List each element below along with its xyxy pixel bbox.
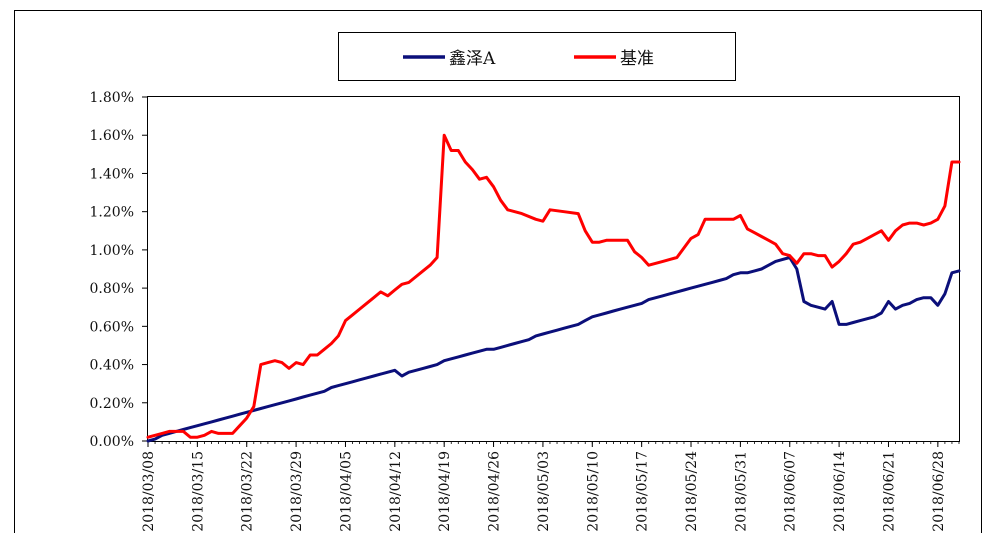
x-tick-label: 2018/06/14	[832, 451, 848, 532]
x-tick-label: 2018/05/31	[733, 451, 749, 532]
series-line-benchmark	[146, 133, 961, 439]
y-tick-label: 0.60%	[90, 319, 134, 335]
x-tick-label: 2018/03/29	[289, 451, 305, 532]
legend-box	[338, 32, 736, 81]
x-tick-label: 2018/03/15	[190, 451, 206, 532]
series-layer	[146, 133, 961, 443]
y-tick-label: 0.80%	[90, 281, 134, 297]
legend: 鑫泽A 基准	[338, 32, 736, 81]
y-tick-label: 1.60%	[90, 128, 134, 144]
series-line-xinze-a	[146, 256, 961, 443]
x-tick-label: 2018/05/10	[585, 451, 601, 532]
x-axis: 2018/03/08 2018/03/15 2018/03/22 2018/03/29…	[141, 441, 960, 532]
legend-label-benchmark: 基准	[620, 49, 654, 69]
y-tick-label: 1.80%	[90, 90, 134, 106]
y-tick-label: 0.40%	[90, 358, 134, 374]
y-tick-label: 1.00%	[90, 243, 134, 259]
y-tick-label: 0.00%	[90, 434, 134, 450]
x-tick-label: 2018/03/08	[141, 451, 157, 532]
y-axis: 0.00% 0.20% 0.40% 0.60% 0.80% 1.00% 1.20% 1.40%…	[90, 90, 148, 450]
x-tick-label: 2018/04/05	[338, 451, 354, 532]
x-tick-label: 2018/03/22	[240, 451, 256, 532]
x-tick-label: 2018/06/07	[783, 451, 799, 532]
x-tick-label: 2018/06/21	[881, 451, 897, 532]
y-tick-label: 0.20%	[90, 396, 134, 412]
y-tick-label: 1.40%	[90, 166, 134, 182]
x-tick-label: 2018/04/26	[487, 451, 503, 532]
y-tick-label: 1.20%	[90, 205, 134, 221]
x-tick-label: 2018/06/28	[931, 451, 947, 532]
x-tick-label: 2018/04/19	[437, 451, 453, 532]
plot-area	[147, 96, 960, 442]
x-tick-label: 2018/05/03	[536, 451, 552, 532]
chart-frame	[14, 10, 982, 533]
legend-label-xinze-a: 鑫泽A	[449, 49, 496, 69]
x-tick-label: 2018/04/12	[388, 451, 404, 532]
x-tick-label: 2018/05/24	[684, 451, 700, 532]
x-tick-label: 2018/05/17	[635, 451, 651, 532]
